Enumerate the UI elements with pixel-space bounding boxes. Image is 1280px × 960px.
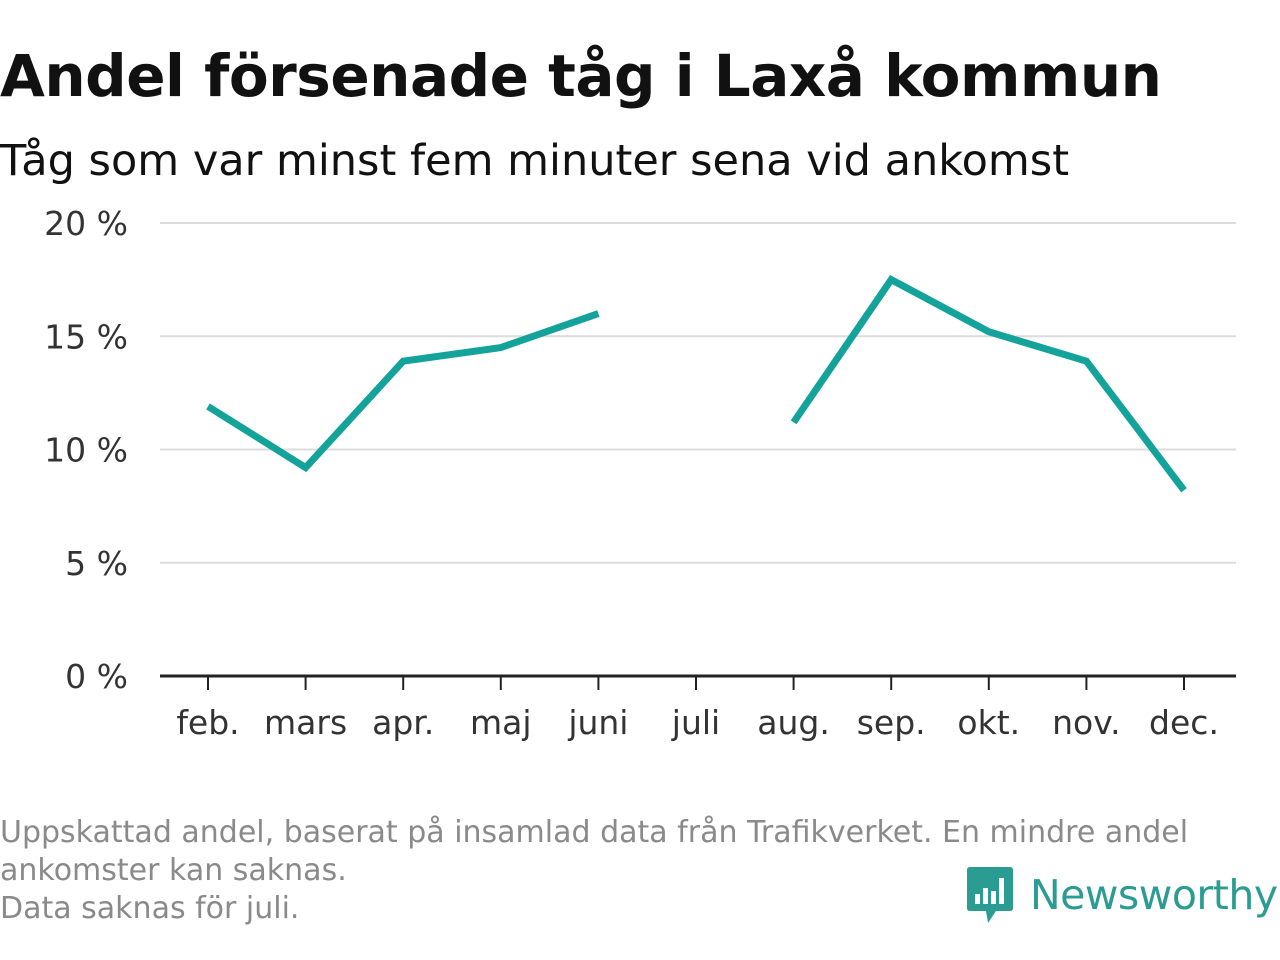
x-tick-label: aug. <box>757 703 830 742</box>
x-tick-label: sep. <box>857 703 926 742</box>
series-line <box>206 310 600 473</box>
y-tick-label: 0 % <box>65 657 128 696</box>
y-tick-label: 15 % <box>44 317 128 356</box>
bar-chart-speech-bubble-icon <box>967 867 1013 923</box>
series-line <box>790 275 1187 493</box>
brand-logo: Newsworthy <box>964 864 1278 926</box>
line-chart: 0 % 5 % 10 % 15 % 20 % feb. mars apr. maj juni jul… <box>44 204 1236 742</box>
chart-title: Andel försenade tåg i Laxå kommun <box>0 42 1162 110</box>
footnote-line: Data saknas för juli. <box>0 891 300 926</box>
x-tick-label: okt. <box>957 703 1020 742</box>
y-tick-label: 20 % <box>44 204 128 243</box>
x-tick-label: juni <box>567 703 628 742</box>
x-tick-label: maj <box>470 703 532 742</box>
footnote: Uppskattad andel, baserat på insamlad da… <box>0 814 1189 928</box>
footnote-line: ankomster kan saknas. <box>0 853 347 888</box>
x-tick-label: mars <box>264 703 347 742</box>
x-tick-label: dec. <box>1149 703 1219 742</box>
x-tick-label: juli <box>671 703 720 742</box>
y-tick-label: 10 % <box>44 431 128 470</box>
x-tick-label: feb. <box>176 703 239 742</box>
chart-subtitle: Tåg som var minst fem minuter sena vid a… <box>0 136 1070 186</box>
footnote-line: Uppskattad andel, baserat på insamlad da… <box>0 815 1189 850</box>
x-tick-label: nov. <box>1052 703 1121 742</box>
y-tick-label: 5 % <box>65 544 128 583</box>
brand-name: Newsworthy <box>1030 871 1278 919</box>
x-tick-label: apr. <box>372 703 434 742</box>
